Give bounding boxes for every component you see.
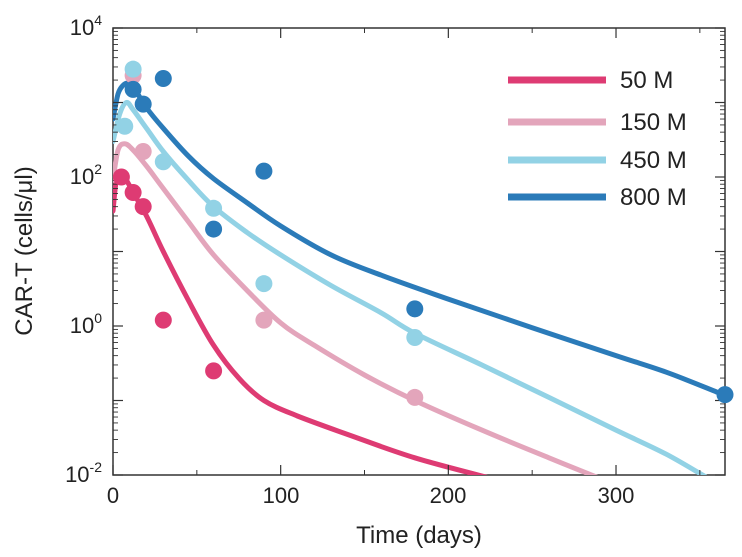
x-tick-label: 0 [107,483,119,508]
y-tick-base: 10 [70,164,94,189]
y-tick-base: 10 [65,462,89,487]
x-tick-marks [112,28,701,475]
fit-curve-50m [113,174,489,475]
data-point-800m [124,80,142,98]
legend: 50 M 150 M 450 M 800 M [508,67,687,211]
y-tick-marks [113,27,725,476]
x-axis: 0 100 200 300 Time (days) [107,28,701,549]
y-tick-exponent: 2 [94,161,102,177]
y-tick-exponent: 0 [94,310,102,326]
data-point-450m [124,60,142,78]
data-point-800m [255,162,273,180]
data-point-50m [124,183,142,201]
y-tick-base: 10 [70,15,94,40]
y-tick-label: 100 [70,310,102,338]
data-point-800m [406,300,424,318]
y-tick-exponent: -2 [90,459,103,475]
data-point-150m [255,311,273,329]
legend-label-450m: 450 M [620,147,687,174]
data-point-150m [134,142,152,160]
x-tick-label: 200 [430,483,467,508]
y-tick-exponent: 4 [94,12,102,28]
data-point-450m [406,329,424,347]
data-point-150m [406,388,424,406]
y-tick-label: 104 [70,12,102,40]
legend-label-150m: 150 M [620,109,687,136]
legend-label-50m: 50 M [620,67,673,94]
fit-curve-450m [113,99,708,475]
data-point-450m [154,153,172,171]
legend-label-800m: 800 M [620,184,687,211]
data-point-50m [154,311,172,329]
data-point-800m [716,386,734,404]
data-point-800m [154,69,172,87]
data-point-450m [116,117,134,135]
data-point-450m [205,199,223,217]
y-tick-base: 10 [70,313,94,338]
x-axis-title: Time (days) [356,522,482,549]
y-axis: 10-2 100 102 104 CAR-T (cells/μl) [11,12,725,487]
data-point-800m [134,95,152,113]
plot-area [112,27,726,476]
fit-curve-150m [113,141,599,475]
data-point-800m [205,220,223,238]
data-layer [113,80,720,475]
data-point-450m [255,275,273,293]
data-point-50m [205,362,223,380]
data-point-50m [134,198,152,216]
y-tick-label: 10-2 [65,459,102,487]
plot-frame [112,27,726,476]
x-tick-label: 300 [598,483,635,508]
y-axis-title: CAR-T (cells/μl) [11,166,38,335]
x-tick-label: 100 [263,483,300,508]
y-tick-label: 102 [70,161,102,189]
data-point-50m [112,168,130,186]
